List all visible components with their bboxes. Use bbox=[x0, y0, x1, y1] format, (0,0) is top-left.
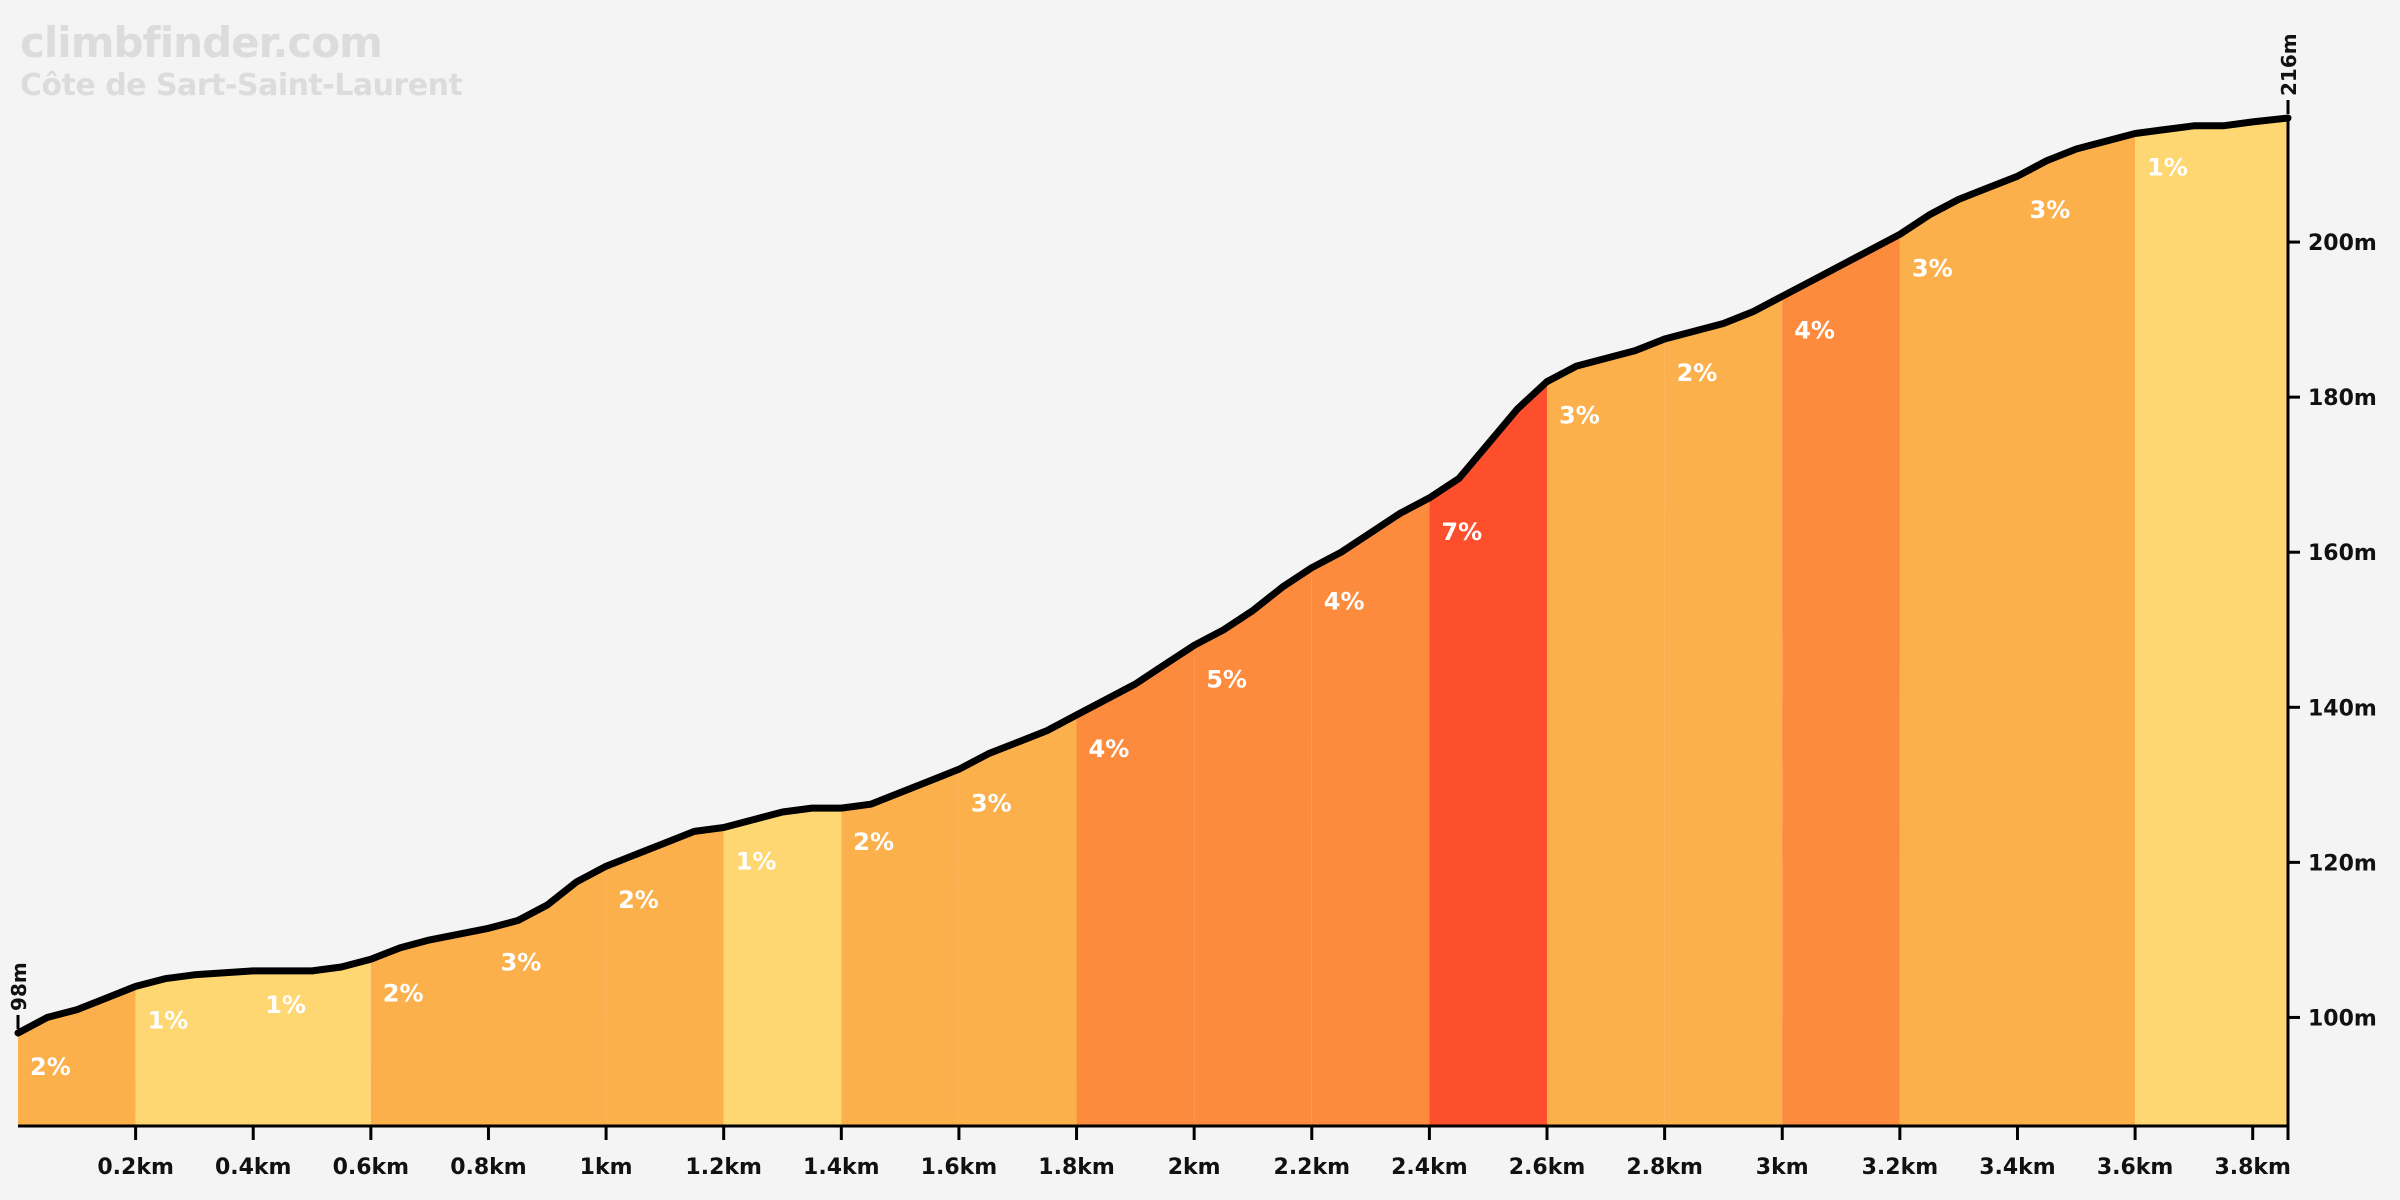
segment-area-8 bbox=[958, 715, 1077, 1126]
grade-label-13: 3% bbox=[1559, 402, 1600, 430]
x-tick-label-2: 0.6km bbox=[333, 1155, 410, 1180]
x-tick-label-6: 1.4km bbox=[803, 1155, 880, 1180]
segment-area-5 bbox=[606, 827, 724, 1126]
segment-area-17 bbox=[2017, 133, 2136, 1126]
climb-name: Côte de Sart-Saint-Laurent bbox=[20, 68, 463, 103]
grade-label-7: 2% bbox=[853, 828, 894, 856]
x-tick-label-17: 3.6km bbox=[2097, 1155, 2174, 1180]
grade-label-6: 1% bbox=[736, 848, 777, 876]
x-tick-label-15: 3.2km bbox=[1862, 1155, 1939, 1180]
grade-label-0: 2% bbox=[30, 1053, 71, 1081]
segment-area-9 bbox=[1076, 645, 1195, 1126]
segment-area-4 bbox=[488, 866, 607, 1126]
segment-area-18 bbox=[2135, 118, 2288, 1126]
x-tick-label-5: 1.2km bbox=[685, 1155, 762, 1180]
grade-label-14: 2% bbox=[1677, 359, 1718, 387]
x-tick-label-18: 3.8km bbox=[2214, 1155, 2291, 1180]
grade-label-10: 5% bbox=[1206, 665, 1247, 693]
grade-label-9: 4% bbox=[1089, 735, 1130, 763]
grade-label-5: 2% bbox=[618, 886, 659, 914]
x-tick-label-10: 2.2km bbox=[1274, 1155, 1351, 1180]
segment-area-12 bbox=[1429, 381, 1548, 1127]
y-tick-label-4: 180m bbox=[2308, 386, 2377, 411]
x-tick-label-14: 3km bbox=[1756, 1155, 1809, 1180]
x-tick-label-11: 2.4km bbox=[1391, 1155, 1468, 1180]
y-tick-label-0: 100m bbox=[2308, 1006, 2377, 1031]
x-tick-label-9: 2km bbox=[1168, 1155, 1221, 1180]
gradient-segments bbox=[18, 118, 2288, 1127]
start-elevation-label: 98m bbox=[7, 962, 31, 1011]
y-tick-label-2: 140m bbox=[2308, 696, 2377, 721]
grade-label-3: 2% bbox=[383, 979, 424, 1007]
grade-label-18: 1% bbox=[2147, 154, 2188, 182]
x-tick-label-1: 0.4km bbox=[215, 1155, 292, 1180]
x-tick-label-12: 2.6km bbox=[1509, 1155, 1586, 1180]
y-tick-label-5: 200m bbox=[2308, 231, 2377, 256]
x-tick-label-4: 1km bbox=[580, 1155, 633, 1180]
grade-label-17: 3% bbox=[2030, 196, 2071, 224]
grade-label-1: 1% bbox=[148, 1006, 189, 1034]
x-tick-label-16: 3.4km bbox=[1979, 1155, 2056, 1180]
grade-label-2: 1% bbox=[265, 991, 306, 1019]
y-tick-label-1: 120m bbox=[2308, 851, 2377, 876]
axes: 0.2km 0.4km 0.6km 0.8km 1km 1.2km 1.4km 1.6km 1.… bbox=[7, 33, 2377, 1180]
x-tick-label-3: 0.8km bbox=[450, 1155, 527, 1180]
brand-watermark: climbfinder.com bbox=[20, 18, 383, 67]
segment-area-15 bbox=[1782, 234, 1900, 1127]
segment-area-11 bbox=[1311, 497, 1430, 1126]
x-tick-label-0: 0.2km bbox=[97, 1155, 174, 1180]
segment-area-14 bbox=[1664, 296, 1783, 1126]
segment-area-3 bbox=[370, 928, 489, 1126]
x-tick-label-8: 1.8km bbox=[1038, 1155, 1115, 1180]
grade-label-12: 7% bbox=[1441, 518, 1482, 546]
grade-label-11: 4% bbox=[1324, 588, 1365, 616]
grade-label-8: 3% bbox=[971, 789, 1012, 817]
x-tick-label-7: 1.6km bbox=[921, 1155, 998, 1180]
segment-area-13 bbox=[1547, 339, 1665, 1126]
grade-labels: 2% 1% 1% 2% 3% 2% 1% 2% 3% 4% 5% 4% 7% 3% 2% 4% 3% 3% 1% bbox=[30, 154, 2188, 1082]
elevation-profile-line bbox=[14, 114, 2292, 1037]
x-tick-label-13: 2.8km bbox=[1626, 1155, 1703, 1180]
grade-label-4: 3% bbox=[501, 948, 542, 976]
segment-area-2 bbox=[253, 959, 371, 1126]
segment-area-10 bbox=[1194, 567, 1312, 1126]
segment-area-6 bbox=[723, 808, 842, 1126]
segment-area-1 bbox=[135, 970, 254, 1126]
end-elevation-label: 216m bbox=[2277, 33, 2301, 96]
grade-label-16: 3% bbox=[1912, 254, 1953, 282]
grade-label-15: 4% bbox=[1794, 316, 1835, 344]
y-tick-label-3: 160m bbox=[2308, 541, 2377, 566]
segment-area-16 bbox=[1899, 176, 2018, 1126]
segment-area-7 bbox=[841, 769, 959, 1126]
